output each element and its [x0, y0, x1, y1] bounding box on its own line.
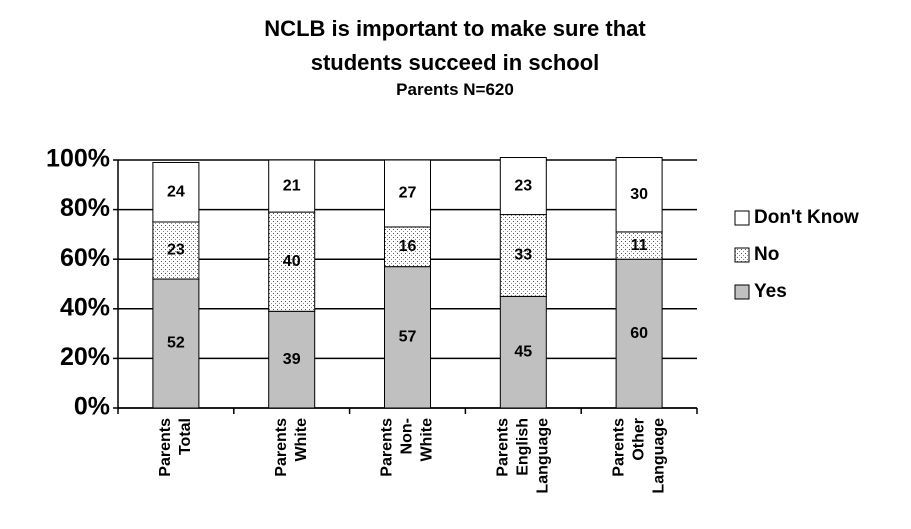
- bar-segment: [384, 159, 431, 228]
- legend-label: Yes: [754, 281, 787, 302]
- x-tick-label: Parents: [273, 418, 290, 477]
- x-tick-label: Total: [177, 418, 194, 455]
- bar-segment: [499, 295, 547, 409]
- y-tick-label: 100%: [46, 145, 110, 173]
- bar-segment: [152, 161, 200, 223]
- x-tick-label: Parents: [157, 418, 174, 477]
- bar-segment: [152, 278, 200, 409]
- y-tick-label: 0%: [74, 393, 110, 421]
- x-tick-label: Non-: [399, 418, 416, 454]
- bar-segment: [499, 214, 547, 297]
- legend-label: No: [754, 244, 779, 265]
- legend-swatch: [734, 247, 750, 263]
- value-label: 60: [630, 325, 648, 342]
- x-tick-label: White: [293, 418, 310, 462]
- value-label: 23: [167, 242, 185, 259]
- x-tick-label: White: [419, 418, 436, 462]
- x-tick-label: Parents: [379, 418, 396, 477]
- value-label: 30: [630, 186, 648, 203]
- bar-segment: [152, 221, 200, 280]
- legend-swatch: [734, 210, 750, 226]
- y-tick-label: 60%: [60, 244, 110, 272]
- value-label: 33: [514, 247, 532, 264]
- x-tick-label: Other: [630, 418, 647, 461]
- value-label: 27: [399, 185, 417, 202]
- x-tick-label: Parents: [610, 418, 627, 477]
- x-tick-label: Language: [650, 418, 667, 494]
- bar-segment: [499, 157, 547, 216]
- bar-segment: [384, 226, 431, 268]
- bar-segment: [615, 157, 663, 233]
- y-tick-label: 20%: [60, 343, 110, 371]
- legend-swatch: [734, 284, 750, 300]
- bar-segment: [268, 211, 316, 312]
- value-label: 45: [514, 343, 532, 360]
- x-tick-label: Language: [535, 418, 552, 494]
- value-label: 57: [399, 329, 417, 346]
- y-tick-label: 80%: [60, 194, 110, 222]
- y-tick-label: 40%: [60, 293, 110, 321]
- value-label: 16: [399, 238, 417, 255]
- value-label: 23: [514, 177, 532, 194]
- value-label: 21: [283, 177, 301, 194]
- value-label: 11: [631, 237, 648, 254]
- value-label: 40: [283, 253, 301, 270]
- bar-segment: [384, 266, 431, 409]
- value-label: 39: [283, 351, 301, 368]
- value-label: 24: [167, 183, 185, 200]
- x-tick-label: English: [515, 418, 532, 476]
- bar-segment: [268, 159, 316, 213]
- bar-segment: [615, 231, 663, 260]
- value-label: 52: [167, 335, 185, 352]
- chart-title: NCLB is important to make sure that stud…: [264, 16, 646, 75]
- chart-subtitle: Parents N=620: [396, 80, 514, 99]
- bar-segment: [268, 310, 316, 409]
- legend-label: Don't Know: [754, 207, 859, 228]
- x-tick-label: Parents: [495, 418, 512, 477]
